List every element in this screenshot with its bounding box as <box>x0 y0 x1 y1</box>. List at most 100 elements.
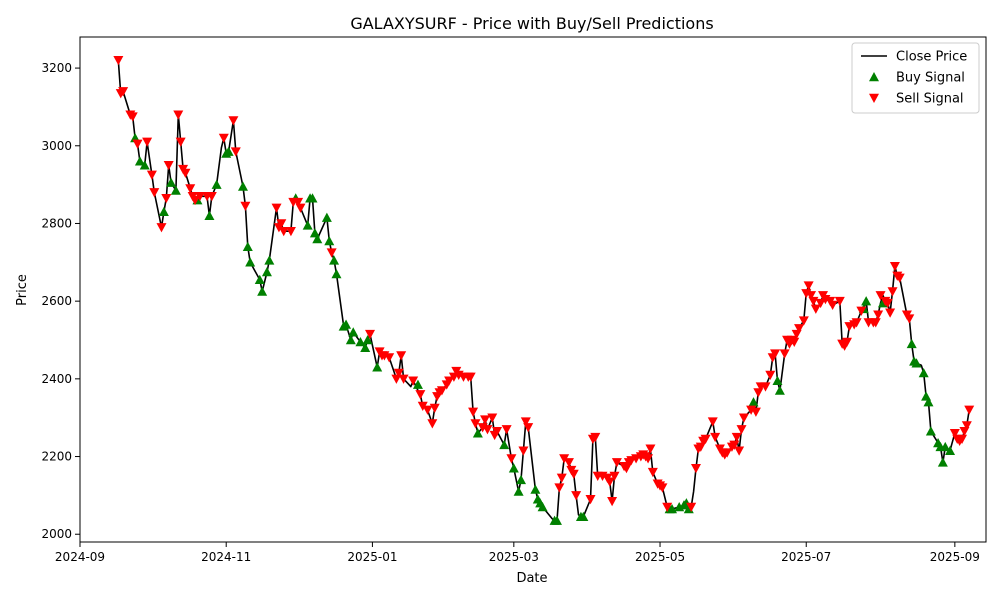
series-layer <box>113 56 975 525</box>
legend-swatch-buy-signal <box>869 72 879 82</box>
sell-signal-marker <box>690 463 701 474</box>
sell-signal-marker <box>686 502 697 513</box>
sell-signal-marker <box>798 316 809 326</box>
buy-signal-marker <box>257 286 268 296</box>
sell-signal-marker <box>961 421 972 431</box>
sell-signal-marker <box>276 219 287 229</box>
sell-signal-marker <box>750 407 761 417</box>
buy-signal-marker <box>261 267 272 277</box>
sell-signal-marker <box>127 112 138 122</box>
sell-signal-marker <box>760 382 771 392</box>
x-tick-label: 2025-09 <box>930 550 980 564</box>
buy-signal-marker <box>348 327 359 337</box>
sell-signal-marker <box>729 440 740 450</box>
y-tick-label: 2000 <box>41 527 72 541</box>
buy-signal-marker <box>302 220 313 230</box>
sell-signal-marker <box>710 432 721 443</box>
buy-signal-marker <box>551 515 562 525</box>
sell-signal-marker <box>803 281 814 291</box>
x-tick-label: 2025-01 <box>347 550 397 564</box>
sell-signal-marker <box>707 417 718 427</box>
sell-signal-marker <box>885 308 896 318</box>
sell-signal-marker <box>468 407 479 417</box>
sell-signal-marker <box>875 291 886 301</box>
sell-signal-marker <box>271 203 282 213</box>
sell-signal-marker <box>326 248 337 258</box>
sell-signal-marker <box>700 434 711 445</box>
sell-signal-marker <box>556 473 567 483</box>
legend: Close Price Buy Signal Sell Signal <box>851 42 980 114</box>
buy-signal-marker <box>945 445 956 455</box>
sell-signal-marker <box>180 168 191 178</box>
x-tick-label: 2024-09 <box>55 550 105 564</box>
sell-signal-marker <box>293 197 304 208</box>
buy-signal-marker <box>906 338 917 349</box>
sell-signal-marker <box>228 116 239 126</box>
sell-signal-marker <box>887 287 898 297</box>
buy-signal-marker <box>861 296 872 306</box>
close-price-line <box>117 60 970 522</box>
sell-signal-marker <box>841 337 852 347</box>
sell-signal-marker <box>856 306 867 316</box>
sell-signal-marker <box>285 226 296 237</box>
sell-signal-marker <box>765 370 776 380</box>
sell-signal-marker <box>518 446 529 456</box>
sell-signal-marker <box>113 56 124 66</box>
buy-signal-marker <box>918 368 929 378</box>
buy-signal-marker <box>516 474 527 485</box>
sell-signal-marker <box>427 419 438 429</box>
buy-signal-marker <box>312 234 323 244</box>
sell-signal-marker <box>731 432 742 443</box>
sell-signal-marker <box>810 304 821 314</box>
sell-signal-marker <box>523 423 534 433</box>
sell-signal-marker <box>175 137 186 147</box>
sell-signal-marker <box>436 386 447 396</box>
sell-signal-marker <box>365 329 376 340</box>
sell-signal-marker <box>415 390 426 400</box>
sell-signal-marker <box>422 405 433 415</box>
buy-signal-marker <box>748 397 759 407</box>
sell-signal-marker <box>163 160 174 171</box>
x-tick-label: 2024-11 <box>201 550 251 564</box>
y-axis-label: Price <box>15 274 30 306</box>
sell-signal-marker <box>194 192 205 202</box>
sell-signal-marker <box>559 454 570 464</box>
sell-signal-marker <box>146 170 157 180</box>
buy-signal-marker <box>324 235 335 246</box>
sell-signal-marker <box>827 300 838 311</box>
sell-signal-marker <box>590 432 601 443</box>
buy-signal-marker <box>329 255 340 265</box>
sell-signal-marker <box>480 415 491 425</box>
x-tick-label: 2025-05 <box>635 550 685 564</box>
buy-signal-marker <box>362 335 373 345</box>
sell-signal-marker <box>870 318 881 328</box>
sell-signal-marker <box>173 110 184 120</box>
buy-signal-marker <box>921 391 932 401</box>
sell-signal-marker <box>278 226 289 237</box>
buy-signal-marker <box>331 268 342 279</box>
sell-signal-marker <box>607 496 618 507</box>
buy-signal-marker <box>923 397 934 407</box>
y-tick-label: 2200 <box>41 450 72 464</box>
x-axis: 2024-09 2024-11 2025-01 2025-03 2025-05 2025-… <box>55 542 980 564</box>
buy-signal-marker <box>134 156 145 166</box>
x-axis-label: Date <box>516 571 547 586</box>
buy-signal-marker <box>372 362 383 372</box>
sell-signal-marker <box>501 425 512 435</box>
y-tick-label: 2800 <box>41 216 72 230</box>
sell-signal-marker <box>734 446 745 456</box>
y-axis: 2000 2200 2400 2600 2800 3000 3200 <box>41 61 80 541</box>
sell-signal-marker <box>132 139 143 149</box>
sell-signal-marker <box>429 403 440 413</box>
sell-signal-marker <box>834 296 845 307</box>
buy-signal-marker <box>345 335 356 345</box>
sell-signal-marker <box>949 428 960 439</box>
buy-signal-marker <box>204 210 215 220</box>
buy-signal-marker <box>242 241 253 252</box>
sell-signal-marker <box>647 467 658 478</box>
y-tick-label: 3200 <box>41 61 72 75</box>
sell-signal-marker <box>770 349 781 359</box>
buy-signal-marker <box>237 181 248 191</box>
